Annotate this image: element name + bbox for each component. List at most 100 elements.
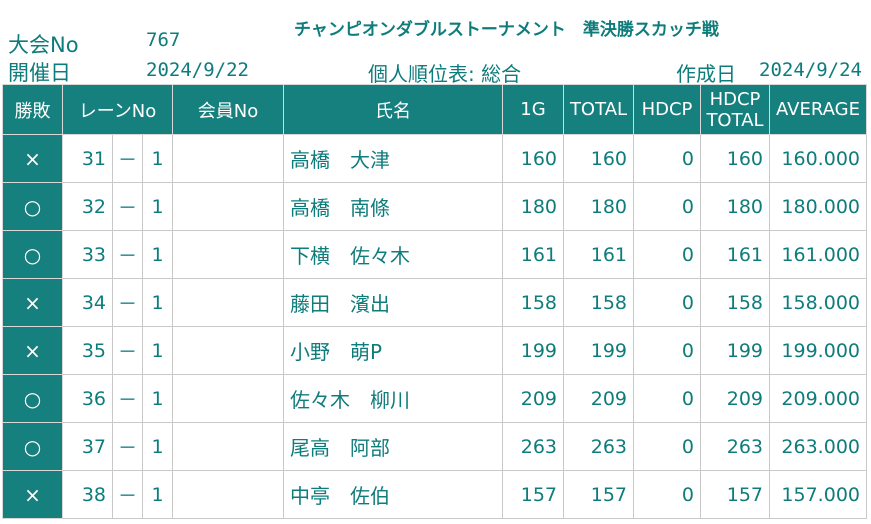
hdcp-cell: 0 <box>633 326 701 375</box>
event-date-label: 開催日 <box>8 61 71 85</box>
name-cell: 尾高 阿部 <box>283 422 503 471</box>
created-date-label: 作成日 <box>676 62 736 86</box>
result-cell: ○ <box>2 422 63 471</box>
result-cell: ○ <box>2 182 63 231</box>
name-cell: 藤田 濱出 <box>283 278 503 327</box>
lane-sub-cell: 1 <box>142 134 173 183</box>
total-cell: 263 <box>563 422 634 471</box>
member-no-cell <box>172 278 284 327</box>
game1-cell: 161 <box>502 230 564 279</box>
lane-cell: 32 <box>62 182 113 231</box>
result-cell: ○ <box>2 230 63 279</box>
game1-cell: 180 <box>502 182 564 231</box>
hdcp-total-cell: 199 <box>700 326 770 375</box>
table-row: ○ 36 － 1 佐々木 柳川 209 209 0 209 209.000 <box>2 374 867 423</box>
hdcp-total-cell: 209 <box>700 374 770 423</box>
col-header-hdcp-total-line1: HDCP <box>709 88 761 110</box>
lane-cell: 35 <box>62 326 113 375</box>
result-cell: × <box>2 326 63 375</box>
member-no-cell <box>172 182 284 231</box>
name-cell: 佐々木 柳川 <box>283 374 503 423</box>
lane-sub-cell: 1 <box>142 230 173 279</box>
table-row: × 31 － 1 高橋 大津 160 160 0 160 160.000 <box>2 134 867 183</box>
lane-sub-cell: 1 <box>142 182 173 231</box>
col-header-hdcp-total-line2: TOTAL <box>706 109 764 131</box>
lane-sub-cell: 1 <box>142 374 173 423</box>
average-cell: 158.000 <box>769 278 867 327</box>
average-cell: 160.000 <box>769 134 867 183</box>
event-date-value: 2024/9/22 <box>146 59 249 81</box>
name-cell: 高橋 南條 <box>283 182 503 231</box>
hdcp-cell: 0 <box>633 182 701 231</box>
result-cell: ○ <box>2 374 63 423</box>
average-cell: 209.000 <box>769 374 867 423</box>
col-header-hdcp-total: HDCP TOTAL <box>700 84 770 135</box>
col-header-result: 勝敗 <box>2 84 63 135</box>
tournament-no-value: 767 <box>146 29 181 51</box>
lane-sub-cell: 1 <box>142 278 173 327</box>
table-row: × 35 － 1 小野 萌P 199 199 0 199 199.000 <box>2 326 867 375</box>
col-header-member: 会員No <box>172 84 284 135</box>
tournament-no-label: 大会No <box>8 33 79 57</box>
name-cell: 下横 佐々木 <box>283 230 503 279</box>
col-header-lane: レーンNo <box>62 84 173 135</box>
lane-dash-cell: － <box>112 326 143 375</box>
standings-table: 勝敗 レーンNo 会員No 氏名 1G TOTAL HDCP HDCP TOTA… <box>2 84 867 519</box>
hdcp-total-cell: 158 <box>700 278 770 327</box>
lane-dash-cell: － <box>112 470 143 519</box>
table-row: ○ 32 － 1 高橋 南條 180 180 0 180 180.000 <box>2 182 867 231</box>
lane-dash-cell: － <box>112 422 143 471</box>
col-header-name: 氏名 <box>283 84 503 135</box>
col-header-total: TOTAL <box>563 84 634 135</box>
lane-cell: 33 <box>62 230 113 279</box>
lane-sub-cell: 1 <box>142 326 173 375</box>
table-row: ○ 37 － 1 尾高 阿部 263 263 0 263 263.000 <box>2 422 867 471</box>
game1-cell: 263 <box>502 422 564 471</box>
average-cell: 263.000 <box>769 422 867 471</box>
table-row: ○ 33 － 1 下横 佐々木 161 161 0 161 161.000 <box>2 230 867 279</box>
sheet-title: 個人順位表: 総合 <box>368 62 522 86</box>
result-cell: × <box>2 134 63 183</box>
lane-cell: 37 <box>62 422 113 471</box>
hdcp-cell: 0 <box>633 470 701 519</box>
created-date-value: 2024/9/24 <box>759 59 862 81</box>
game1-cell: 160 <box>502 134 564 183</box>
lane-cell: 31 <box>62 134 113 183</box>
hdcp-cell: 0 <box>633 134 701 183</box>
game1-cell: 158 <box>502 278 564 327</box>
page-title: チャンピオンダブルストーナメント 準決勝スカッチ戦 <box>294 20 719 40</box>
member-no-cell <box>172 134 284 183</box>
name-cell: 中亭 佐伯 <box>283 470 503 519</box>
col-header-average: AVERAGE <box>769 84 867 135</box>
lane-cell: 38 <box>62 470 113 519</box>
total-cell: 160 <box>563 134 634 183</box>
hdcp-total-cell: 180 <box>700 182 770 231</box>
table-row: × 38 － 1 中亭 佐伯 157 157 0 157 157.000 <box>2 470 867 519</box>
lane-dash-cell: － <box>112 374 143 423</box>
hdcp-total-cell: 263 <box>700 422 770 471</box>
lane-sub-cell: 1 <box>142 422 173 471</box>
result-cell: × <box>2 278 63 327</box>
total-cell: 161 <box>563 230 634 279</box>
hdcp-total-cell: 161 <box>700 230 770 279</box>
table-header-row: 勝敗 レーンNo 会員No 氏名 1G TOTAL HDCP HDCP TOTA… <box>2 84 867 135</box>
average-cell: 157.000 <box>769 470 867 519</box>
hdcp-cell: 0 <box>633 374 701 423</box>
lane-dash-cell: － <box>112 230 143 279</box>
lane-cell: 36 <box>62 374 113 423</box>
average-cell: 180.000 <box>769 182 867 231</box>
lane-dash-cell: － <box>112 278 143 327</box>
col-header-1g: 1G <box>502 84 564 135</box>
member-no-cell <box>172 422 284 471</box>
game1-cell: 209 <box>502 374 564 423</box>
game1-cell: 157 <box>502 470 564 519</box>
lane-cell: 34 <box>62 278 113 327</box>
hdcp-total-cell: 160 <box>700 134 770 183</box>
total-cell: 157 <box>563 470 634 519</box>
total-cell: 180 <box>563 182 634 231</box>
hdcp-cell: 0 <box>633 230 701 279</box>
name-cell: 小野 萌P <box>283 326 503 375</box>
total-cell: 199 <box>563 326 634 375</box>
col-header-hdcp: HDCP <box>633 84 701 135</box>
member-no-cell <box>172 326 284 375</box>
